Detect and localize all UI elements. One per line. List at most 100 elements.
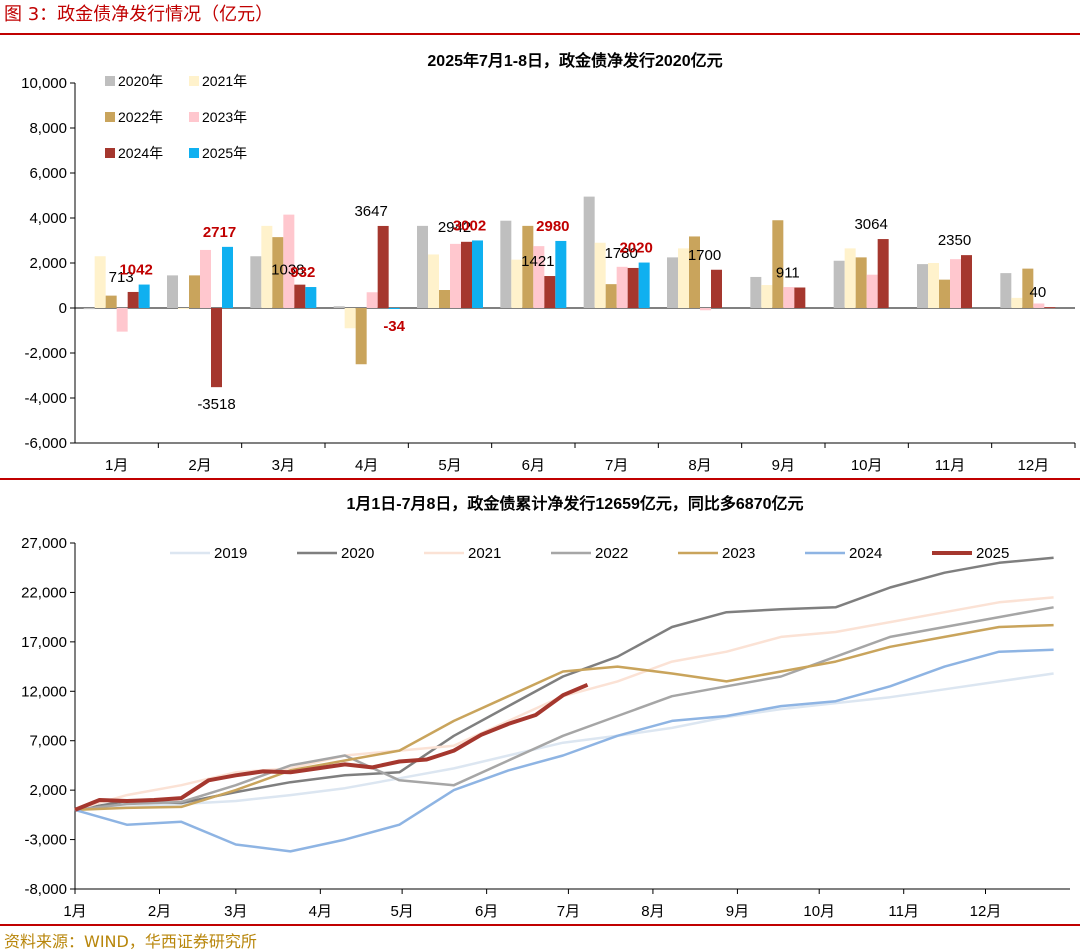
bar-2025年-2月 (222, 246, 233, 308)
bar-2024年-10月 (877, 239, 889, 308)
legend-label: 2020年 (118, 73, 163, 89)
bar-2022年-10月 (855, 257, 867, 308)
bar-2021年-5月 (428, 254, 439, 308)
data-label: 3647 (354, 203, 387, 220)
bar-2023年-3月 (283, 214, 295, 308)
bar-2024年-4月 (377, 225, 389, 308)
bar-chart: 2025年7月1-8日，政金债净发行2020亿元 -6,000 -4,000 -2,0… (21, 51, 1076, 474)
x-tick-label: 2月 (148, 903, 171, 920)
data-label: 932 (290, 264, 315, 281)
x-tick-label: 7月 (605, 457, 628, 474)
bar-2023年-11月 (950, 259, 961, 308)
y-tick-label: -4,000 (24, 390, 67, 407)
bar-2022年-7月 (605, 284, 617, 308)
bar-2021年-11月 (928, 263, 939, 308)
bar-2022年-2月 (189, 275, 200, 308)
line-2025 (74, 682, 589, 812)
bar-2022年-3月 (272, 237, 284, 308)
bar-2020年-9月 (750, 276, 762, 308)
bar-2025年-5月 (472, 240, 483, 308)
bar-2021年-6月 (511, 259, 523, 308)
x-tick-label: 1月 (105, 457, 128, 474)
bar-2024年-7月 (627, 267, 639, 308)
y-tick-label: 10,000 (21, 75, 67, 92)
x-tick-label: 10月 (803, 903, 835, 920)
data-label: 2980 (536, 218, 569, 235)
x-tick-label: 8月 (688, 457, 711, 474)
y-tick-label: 12,000 (21, 683, 67, 700)
bar-2023年-1月 (116, 308, 128, 332)
figure-title: 图 3：政金债净发行情况（亿元） (4, 4, 274, 25)
bar-2020年-3月 (250, 256, 262, 308)
line-2020 (74, 556, 1054, 812)
bar-2022年-6月 (522, 225, 534, 308)
bar-2023年-7月 (616, 266, 628, 308)
legend-swatch-2021年 (189, 76, 199, 86)
legend-label: 2024年 (118, 145, 163, 161)
x-tick-label: 4月 (309, 903, 332, 920)
bar-2023年-9月 (783, 287, 795, 308)
legend-label: 2019 (214, 545, 247, 562)
line-2023 (74, 623, 1054, 812)
legend-label: 2025 (976, 545, 1009, 562)
data-label: 1038 (271, 262, 304, 279)
x-tick-label: 10月 (851, 457, 883, 474)
x-tick-label: 12月 (1017, 457, 1049, 474)
x-tick-label: 7月 (557, 903, 580, 920)
data-label: 911 (776, 265, 800, 282)
legend-label: 2021年 (202, 73, 247, 89)
bar-2022年-12月 (1022, 268, 1034, 308)
middle-rule (0, 478, 1080, 480)
x-tick-label: 4月 (355, 457, 378, 474)
line-chart-title: 1月1日-7月8日，政金债累计净发行12659亿元，同比多6870亿元 (346, 494, 803, 513)
x-tick-label: 12月 (970, 903, 1002, 920)
bar-2024年-12月 (1044, 307, 1056, 309)
bar-2021年-8月 (678, 248, 689, 308)
y-tick-label: -3,000 (24, 832, 67, 849)
bar-2021年-4月 (344, 308, 356, 329)
bar-2024年-9月 (794, 287, 806, 308)
legend-swatch-2025年 (189, 148, 199, 158)
y-tick-label: 2,000 (29, 255, 67, 272)
y-tick-label: 7,000 (29, 733, 67, 750)
legend-label: 2020 (341, 545, 374, 562)
y-tick-label: -6,000 (24, 435, 67, 452)
line-2022 (74, 606, 1054, 812)
bar-2025年-6月 (555, 240, 567, 308)
bar-2020年-12月 (1000, 273, 1012, 308)
cumulative-line-chart: 1月1日-7月8日，政金债累计净发行12659亿元，同比多6870亿元 -8,00… (21, 494, 1070, 920)
bottom-rule (0, 924, 1080, 926)
y-tick-label: 4,000 (29, 210, 67, 227)
x-tick-label: 6月 (475, 903, 498, 920)
x-tick-label: 8月 (641, 903, 664, 920)
data-label: 1780 (604, 245, 637, 262)
data-label: 2717 (203, 224, 236, 241)
bar-2020年-8月 (667, 257, 678, 308)
bar-2021年-1月 (94, 256, 106, 308)
bar-2022年-4月 (355, 308, 367, 365)
data-label: 3002 (453, 217, 486, 234)
bar-2020年-2月 (167, 275, 178, 308)
legend-label: 2023 (722, 545, 755, 562)
bar-2023年-4月 (366, 292, 378, 308)
data-label: 2350 (938, 232, 971, 249)
line-2019 (74, 672, 1054, 812)
bar-2021年-12月 (1011, 297, 1023, 308)
y-tick-label: -8,000 (24, 881, 67, 898)
bar-2020年-11月 (917, 264, 928, 308)
data-label: 3064 (854, 216, 887, 233)
x-tick-label: 3月 (224, 903, 247, 920)
bar-2020年-5月 (417, 225, 428, 308)
bar-2025年-1月 (138, 284, 150, 308)
bar-2020年-7月 (583, 196, 595, 308)
legend-swatch-2020年 (105, 76, 115, 86)
bar-2024年-3月 (294, 284, 306, 308)
y-tick-label: 27,000 (21, 535, 67, 552)
x-tick-label: 11月 (888, 903, 919, 920)
bar-2020年-10月 (833, 260, 845, 308)
bar-2023年-12月 (1033, 303, 1045, 308)
data-label: 1421 (521, 253, 554, 270)
data-label: 1700 (688, 247, 721, 264)
legend-label: 2021 (468, 545, 501, 562)
top-rule (0, 33, 1080, 35)
